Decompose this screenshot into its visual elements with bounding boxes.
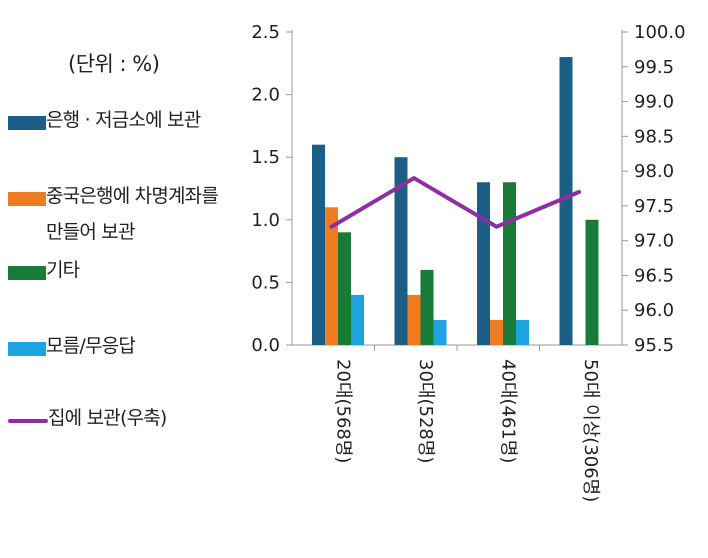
right-tick-label: 97.5 [634, 196, 674, 217]
left-tick-label: 1.0 [251, 210, 280, 231]
right-tick-label: 99.0 [634, 92, 674, 113]
category-label: 20대(568명) [332, 359, 353, 463]
bar-3-2 [420, 269, 434, 345]
bar-1-4 [559, 57, 573, 345]
legend-item-home: 집에 보관(우축) [8, 407, 268, 436]
legend-item-other: 기타 [8, 259, 266, 288]
legend-swatch-home [8, 419, 48, 423]
legend-label-china-bank: 중국은행에 차명계좌를 만들어 보관 [46, 185, 219, 243]
category-label: 30대(528명) [415, 359, 436, 463]
left-tick-label: 2.0 [251, 85, 280, 106]
left-tick-label: 0.0 [251, 335, 280, 356]
line-series-home [329, 176, 581, 229]
legend-label-bank: 은행 · 저금소에 보관 [46, 109, 201, 131]
legend-swatch-other [8, 266, 46, 280]
bar-3-1 [338, 232, 351, 345]
bar-4-1 [351, 294, 364, 345]
legend-swatch-unknown [8, 342, 46, 356]
category-label: 50대 이상(306명) [580, 359, 601, 502]
legend-item-bank: 은행 · 저금소에 보관 [8, 109, 266, 138]
right-tick-label: 100.0 [634, 22, 686, 43]
bar-2-3 [490, 319, 503, 345]
legend-label-unknown: 모름/무응답 [46, 335, 136, 357]
legend-swatch-bank [8, 116, 46, 130]
right-tick-label: 95.5 [634, 335, 674, 356]
bar-2-2 [407, 294, 421, 345]
legend-swatch-china-bank [8, 192, 46, 206]
left-tick-label: 2.5 [251, 22, 280, 43]
right-tick-label: 96.5 [634, 265, 674, 286]
bar-4-3 [516, 319, 529, 345]
bar-3-4 [585, 219, 599, 345]
unit-label: (단위 : %) [68, 52, 160, 76]
left-tick-label: 1.5 [251, 147, 280, 168]
right-tick-label: 97.0 [634, 231, 674, 252]
right-tick-label: 99.5 [634, 57, 674, 78]
legend-item-china-bank: 중국은행에 차명계좌를 만들어 보관 [8, 185, 266, 250]
right-tick-label: 96.0 [634, 300, 674, 321]
right-tick-label: 98.0 [634, 161, 674, 182]
category-label: 40대(461명) [497, 359, 518, 463]
left-tick-label: 0.5 [251, 272, 280, 293]
bar-2-1 [325, 207, 338, 345]
bar-1-3 [477, 182, 490, 345]
right-tick-label: 98.5 [634, 126, 674, 147]
legend: (단위 : %) 은행 · 저금소에 보관 중국은행에 차명계좌를 만들어 보관… [0, 0, 260, 558]
legend-label-home: 집에 보관(우축) [48, 407, 167, 429]
bar-1-1 [312, 144, 325, 345]
bar-1-2 [394, 157, 408, 345]
legend-item-unknown: 모름/무응답 [8, 335, 266, 364]
legend-label-other: 기타 [46, 259, 80, 281]
bar-3-3 [503, 182, 516, 345]
bar-4-2 [433, 319, 447, 345]
